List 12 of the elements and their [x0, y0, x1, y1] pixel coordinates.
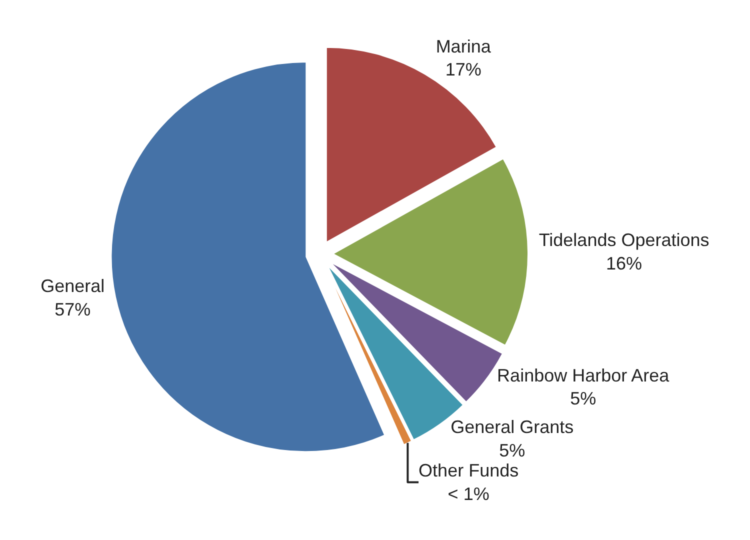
data-label: < 1% — [448, 484, 490, 504]
data-label: 5% — [499, 440, 526, 461]
slice-label: General — [40, 276, 105, 296]
slice-label: Marina — [436, 36, 492, 56]
data-label: 16% — [606, 253, 642, 274]
data-label: 57% — [54, 300, 91, 320]
slice-label: General Grants — [450, 417, 574, 438]
slice-label: Tidelands Operations — [538, 230, 710, 250]
slice-label: Rainbow Harbor Area — [497, 365, 670, 386]
data-label: 5% — [570, 388, 596, 409]
data-label: 17% — [445, 60, 482, 80]
slice-label: Other Funds — [418, 460, 519, 481]
